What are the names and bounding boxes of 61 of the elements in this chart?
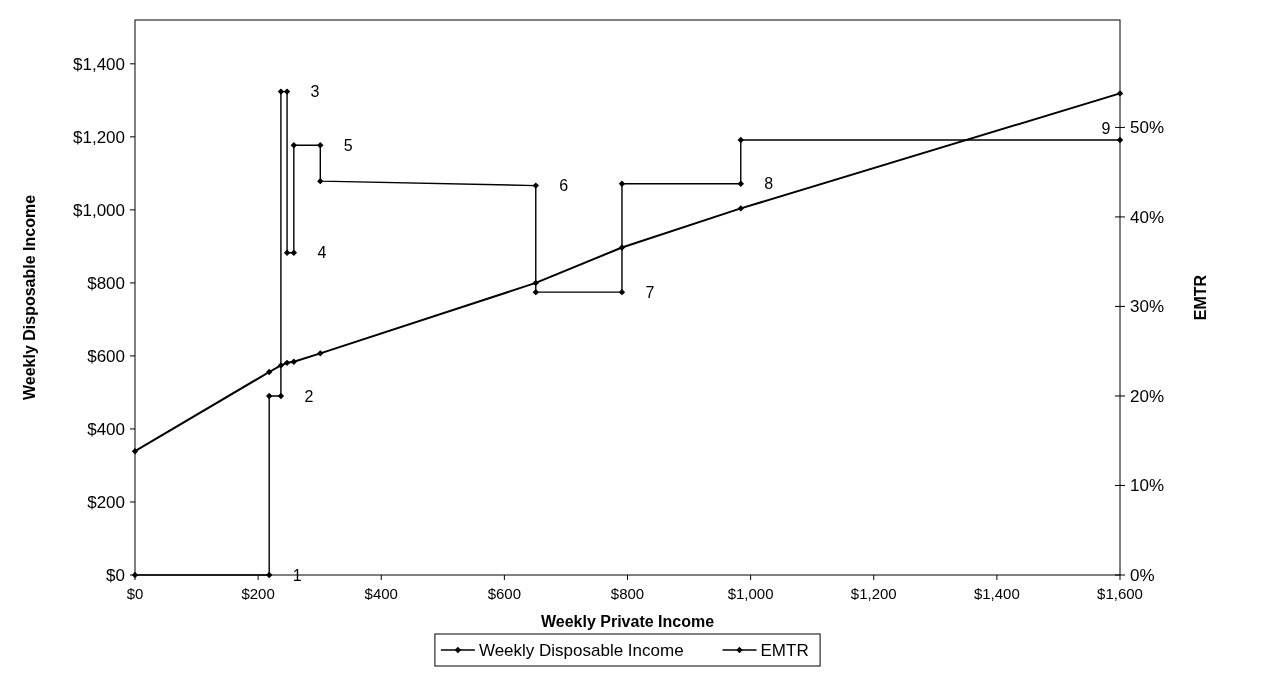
y2-tick-label: 0%: [1130, 565, 1155, 585]
y-axis-title: Weekly Disposable Income: [21, 194, 38, 401]
annotation: 1: [292, 566, 302, 584]
point: [737, 205, 744, 212]
point: [317, 142, 324, 149]
point: [283, 359, 291, 367]
point: [1116, 136, 1124, 144]
x-tick-label: $1,600: [1097, 585, 1143, 602]
x-tick-label: $1,200: [850, 585, 897, 602]
point: [290, 142, 298, 149]
point: [266, 368, 273, 376]
y2-tick-label: 50%: [1130, 118, 1165, 138]
y2-tick-label: 30%: [1130, 297, 1165, 317]
annotation: 3: [310, 83, 320, 101]
point: [290, 249, 298, 256]
y-tick-label: $600: [87, 346, 125, 366]
point: [317, 177, 324, 185]
point: [283, 88, 291, 95]
x-tick-label: $0: [126, 585, 144, 602]
point: [266, 571, 273, 579]
x-tick-label: $1,000: [727, 585, 774, 602]
x-axis-title: Weekly Private Income: [540, 613, 715, 630]
x-tick-label: $800: [610, 585, 645, 602]
point: [618, 180, 626, 188]
point: [618, 288, 626, 296]
y-tick-label: $200: [87, 492, 125, 512]
y-tick-label: $400: [87, 419, 125, 439]
annotation: 7: [645, 283, 655, 301]
point: [277, 88, 285, 95]
point: [277, 392, 285, 400]
annotation: 8: [764, 175, 774, 193]
point: [737, 136, 744, 144]
point: [532, 288, 539, 296]
y2-axis-title: EMTR: [1192, 274, 1209, 321]
legend-label: Weekly Disposable Income: [478, 640, 684, 660]
x-tick-label: $1,400: [973, 585, 1020, 602]
annotation: 9: [1101, 119, 1111, 137]
y-tick-label: $1,400: [73, 54, 125, 74]
point: [532, 182, 539, 189]
point: [131, 448, 139, 455]
point: [1116, 90, 1124, 97]
y2-tick-label: 40%: [1130, 207, 1165, 227]
y-tick-label: $1,000: [73, 200, 125, 220]
x-tick-label: $400: [364, 585, 398, 602]
x-tick-label: $200: [241, 585, 275, 602]
y-tick-label: $0: [106, 565, 125, 585]
annotation: 2: [304, 387, 314, 405]
x-tick-label: $600: [487, 585, 522, 602]
annotation: 6: [559, 177, 569, 195]
annotation: 4: [317, 244, 327, 262]
point: [737, 180, 744, 188]
annotation: 5: [343, 136, 353, 154]
y2-tick-label: 10%: [1130, 476, 1165, 496]
point: [266, 392, 273, 400]
point: [290, 358, 298, 365]
y-tick-label: $1,200: [73, 127, 125, 147]
point: [283, 249, 291, 256]
y2-tick-label: 20%: [1130, 386, 1165, 406]
y-tick-label: $800: [87, 273, 125, 293]
point: [317, 350, 324, 357]
legend-label: EMTR: [760, 640, 809, 660]
